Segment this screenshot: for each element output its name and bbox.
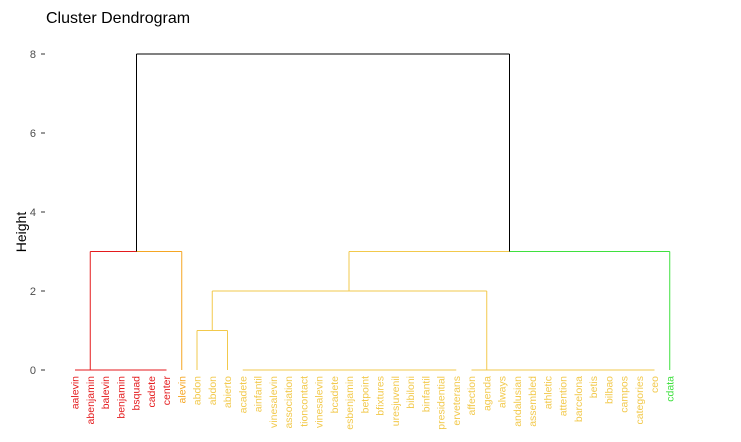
leaf-label: vinesalevin	[314, 376, 326, 428]
y-tick-label: 8	[30, 49, 36, 61]
y-axis: 0 2 4 6 8	[30, 49, 45, 377]
leaf-label: betis	[588, 376, 600, 398]
y-tick-label: 2	[30, 286, 36, 298]
leaf-label: andalusian	[512, 376, 524, 427]
leaf-label: acadete	[237, 376, 249, 414]
leaf-label: betpoint	[359, 376, 371, 413]
leaf-label: center	[161, 376, 173, 406]
leaf-label: cdata	[664, 376, 676, 402]
y-tick-label: 4	[30, 207, 36, 219]
leaf-label: presidential	[436, 376, 448, 430]
leaf-label: binfantil	[420, 376, 432, 412]
leaf-label: erveterans	[451, 376, 463, 426]
y-tick-label: 0	[30, 365, 36, 377]
leaf-label: abierto	[222, 376, 234, 408]
leaf-label: benjamin	[115, 376, 127, 419]
leaf-label: bfixtures	[375, 376, 387, 416]
leaf-label: campos	[619, 376, 631, 413]
leaf-label: barcelona	[573, 376, 585, 422]
y-axis-title: Height	[13, 212, 29, 253]
leaf-label: ceo	[649, 376, 661, 393]
leaf-label: tioncontact	[298, 376, 310, 427]
leaf-label: vinesalevin	[268, 376, 280, 428]
leaf-label: always	[497, 376, 509, 408]
leaf-label: abenjamin	[85, 376, 97, 425]
chart-title: Cluster Dendrogram	[46, 10, 191, 27]
leaf-label: attention	[558, 376, 570, 416]
leaf-labels: aalevin abenjamin balevin benjamin bsquad cad…	[70, 376, 677, 430]
leaf-label: uresjuvenil	[390, 376, 402, 426]
leaf-label: categories	[634, 376, 646, 424]
leaf-label: bibiloni	[405, 376, 417, 409]
leaf-label: bsquad	[131, 376, 143, 411]
leaf-label: assembled	[527, 376, 539, 427]
leaf-label: agenda	[481, 376, 493, 411]
y-tick-label: 6	[30, 128, 36, 140]
leaf-label: aalevin	[70, 376, 82, 409]
dendrogram-links	[75, 53, 671, 371]
leaf-label: ainfantil	[253, 376, 265, 412]
leaf-label: balevin	[100, 376, 112, 409]
leaf-label: bilbao	[603, 376, 615, 404]
leaf-label: alevin	[176, 376, 188, 404]
leaf-label: esbenjamin	[344, 376, 356, 430]
leaf-label: bcadete	[329, 376, 341, 414]
leaf-label: abdon	[192, 376, 204, 405]
leaf-label: affection	[466, 376, 478, 416]
leaf-label: association	[283, 376, 295, 429]
leaf-label: athletic	[542, 376, 554, 409]
leaf-label: abdon	[207, 376, 219, 405]
leaf-label: cadete	[146, 376, 158, 408]
